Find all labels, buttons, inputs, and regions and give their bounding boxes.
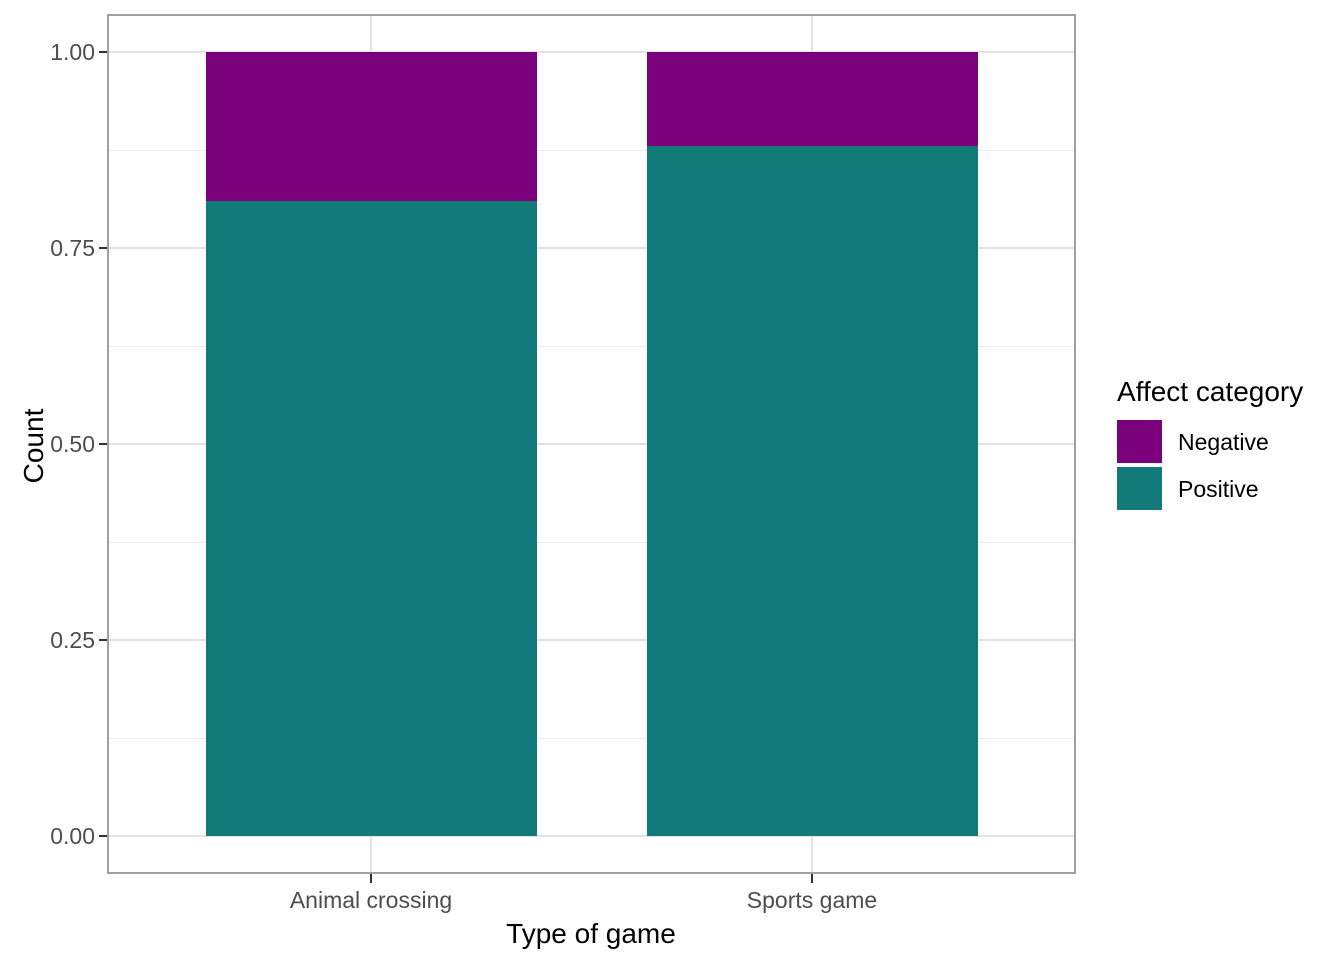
y-tick-label: 0.00 <box>50 823 95 849</box>
gridline-major <box>107 639 1076 641</box>
gridline-major <box>107 51 1076 53</box>
x-tick-label-sports-game: Sports game <box>746 887 878 913</box>
gridline-minor <box>107 149 1076 151</box>
bar-segment-animal-crossing-negative <box>205 52 537 201</box>
plot-panel <box>107 14 1076 874</box>
y-tick-mark <box>99 247 107 249</box>
x-tick-mark <box>370 874 372 883</box>
y-tick-label: 0.50 <box>50 431 95 457</box>
x-tick-mark <box>811 874 813 883</box>
gridline-minor <box>107 737 1076 739</box>
y-tick-label: 0.25 <box>50 627 95 653</box>
legend-label-negative: Negative <box>1178 428 1269 455</box>
legend-item-positive: Positive <box>1117 467 1343 510</box>
legend-label-positive: Positive <box>1178 475 1259 502</box>
y-tick-mark <box>99 835 107 837</box>
y-tick-mark <box>99 639 107 641</box>
legend: Affect category Negative Positive <box>1117 376 1343 514</box>
y-tick-mark <box>99 51 107 53</box>
x-tick-label-animal-crossing: Animal crossing <box>289 887 453 913</box>
legend-swatch-positive <box>1117 467 1162 510</box>
legend-items: Negative Positive <box>1117 420 1343 510</box>
bar-segment-sports-game-negative <box>646 52 978 147</box>
legend-swatch-negative <box>1117 420 1162 463</box>
y-tick-mark <box>99 443 107 445</box>
bar-segment-animal-crossing-positive <box>205 200 537 836</box>
gridline-major <box>107 443 1076 445</box>
legend-item-negative: Negative <box>1117 420 1343 463</box>
bar-segment-sports-game-positive <box>646 146 978 836</box>
gridline-major <box>107 835 1076 837</box>
x-axis-title: Type of game <box>506 918 676 949</box>
gridline-major <box>107 247 1076 249</box>
gridline-minor <box>107 541 1076 543</box>
legend-title: Affect category <box>1117 376 1304 407</box>
y-tick-label: 1.00 <box>50 39 95 65</box>
gridline-minor <box>107 345 1076 347</box>
y-tick-label: 0.75 <box>50 235 95 261</box>
